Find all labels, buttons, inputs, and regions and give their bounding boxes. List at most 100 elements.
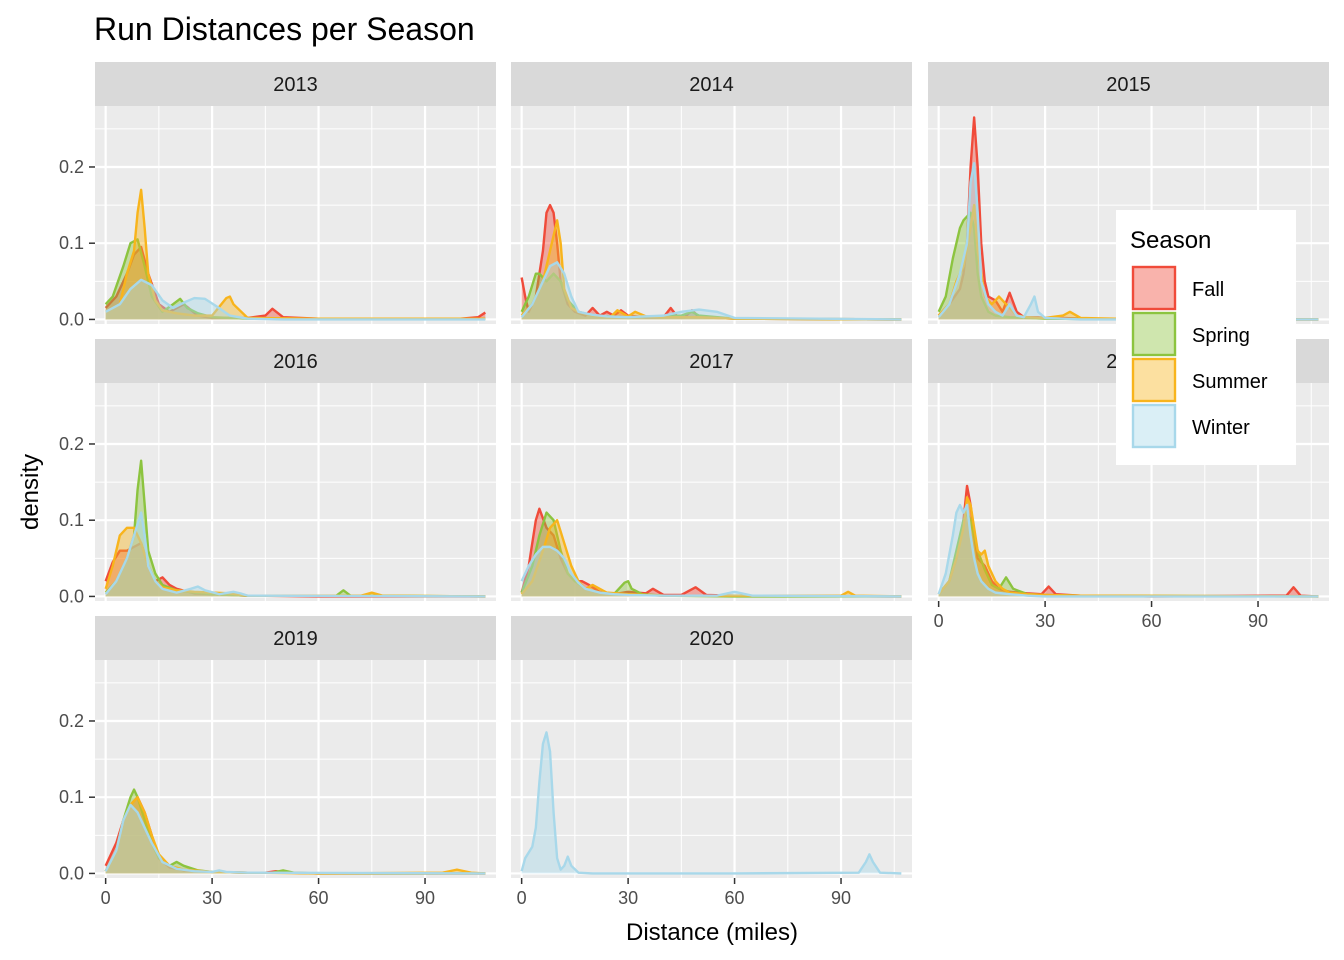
facet-strip [95, 62, 496, 106]
legend-key-swatch [1131, 265, 1177, 311]
legend-key-swatch [1131, 357, 1177, 403]
panel-background [511, 383, 912, 601]
density-area-summer [938, 497, 1319, 597]
legend-title: Season [1130, 227, 1211, 254]
panel-background [95, 660, 496, 878]
legend-key-bg [1132, 404, 1176, 448]
density-area-winter [521, 546, 902, 597]
y-tick-label: 0.2 [59, 711, 84, 731]
facet-strip [511, 616, 912, 660]
chart-title: Run Distances per Season [94, 11, 475, 47]
legend-item-fall: Fall [1131, 265, 1224, 311]
density-area-spring [105, 460, 486, 597]
density-area-summer [105, 189, 486, 320]
y-tick-label: 0.0 [59, 309, 84, 329]
density-series-group [104, 788, 486, 875]
density-area-fall [105, 797, 486, 874]
y-tick-label: 0.1 [59, 510, 84, 530]
facet-strip-label: 2017 [689, 351, 734, 373]
facet-strip [511, 62, 912, 106]
panel-background [95, 106, 496, 324]
density-line-winter [104, 803, 486, 875]
x-tick-label: 60 [1142, 611, 1162, 631]
density-area-winter [938, 163, 1319, 320]
legend-key-bg [1132, 312, 1176, 356]
facet-strip-label: 2013 [273, 74, 318, 96]
legend: Season Fall Spring Summer Winter [1116, 210, 1296, 465]
y-tick-label: 0.1 [59, 787, 84, 807]
facet-panel-2014: 2014 [511, 62, 912, 324]
facet-panel-2013: 2013 0.0 0.1 0.2 [59, 62, 496, 329]
density-line-spring [104, 788, 486, 875]
density-area-winter [105, 279, 486, 320]
facet-panel-2017: 2017 [511, 339, 912, 601]
density-area-summer [521, 520, 902, 597]
density-area-fall [938, 485, 1319, 597]
density-line-spring [104, 238, 486, 320]
panel-background [511, 106, 912, 324]
x-tick-label: 30 [1035, 611, 1055, 631]
density-series-group [104, 188, 487, 321]
legend-key-swatch [1131, 403, 1177, 449]
density-line-winter [520, 731, 902, 875]
legend-items: Fall Spring Summer Winter [1131, 265, 1268, 449]
density-line-winter [937, 503, 1319, 598]
density-line-summer [937, 496, 1319, 598]
facet-strip [95, 339, 496, 383]
density-area-spring [938, 512, 1319, 597]
legend-item-summer: Summer [1131, 357, 1268, 403]
density-series-group [520, 507, 902, 598]
x-tick-label: 60 [725, 888, 745, 908]
density-area-fall [521, 508, 902, 597]
density-area-summer [105, 797, 486, 874]
facet-strip [95, 616, 496, 660]
panel-background [511, 660, 912, 878]
legend-key-bg [1132, 266, 1176, 310]
y-tick-label: 0.2 [59, 157, 84, 177]
density-area-fall [105, 247, 486, 320]
y-tick-label: 0.0 [59, 863, 84, 883]
legend-item-winter: Winter [1131, 403, 1250, 449]
legend-label: Summer [1192, 371, 1268, 393]
panel-background [95, 383, 496, 601]
facet-strip-label: 2016 [273, 351, 318, 373]
x-axis-title: Distance (miles) [626, 919, 798, 946]
density-series-group [937, 484, 1319, 598]
legend-key-swatch [1131, 311, 1177, 357]
density-line-winter [520, 261, 902, 321]
density-series-group [104, 459, 486, 598]
y-tick-label: 0.0 [59, 586, 84, 606]
density-area-spring [105, 789, 486, 874]
density-area-spring [521, 273, 902, 320]
x-tick-label: 90 [1248, 611, 1268, 631]
legend-label: Spring [1192, 325, 1250, 347]
density-area-spring [938, 212, 1319, 320]
facet-panel-2016: 2016 0.0 0.1 0.2 [59, 339, 496, 606]
density-line-summer [105, 188, 486, 320]
density-series-group [520, 731, 902, 875]
facet-strip-label: 2020 [689, 628, 734, 650]
x-tick-label: 60 [309, 888, 329, 908]
facet-panels: 2013 0.0 0.1 0.2 2014 2015 2016 0.0 0.1 0.2 2017 20… [59, 62, 1329, 908]
density-area-summer [105, 527, 486, 597]
x-tick-label: 90 [831, 888, 851, 908]
density-area-spring [521, 512, 902, 597]
density-area-fall [105, 543, 486, 597]
facet-strip-label: 2014 [689, 74, 734, 96]
density-series-group [937, 116, 1319, 321]
y-axis-title: density [17, 454, 44, 530]
density-area-fall [938, 117, 1319, 320]
density-line-summer [937, 203, 1319, 321]
density-line-winter [520, 545, 902, 598]
y-tick-label: 0.2 [59, 434, 84, 454]
density-area-fall [521, 205, 902, 320]
density-area-winter [938, 504, 1319, 597]
density-line-fall [520, 507, 902, 598]
facet-strip [511, 339, 912, 383]
y-tick-label: 0.1 [59, 233, 84, 253]
legend-item-spring: Spring [1131, 311, 1250, 357]
facet-strip [928, 62, 1329, 106]
legend-label: Fall [1192, 279, 1224, 301]
density-line-winter [937, 161, 1319, 321]
